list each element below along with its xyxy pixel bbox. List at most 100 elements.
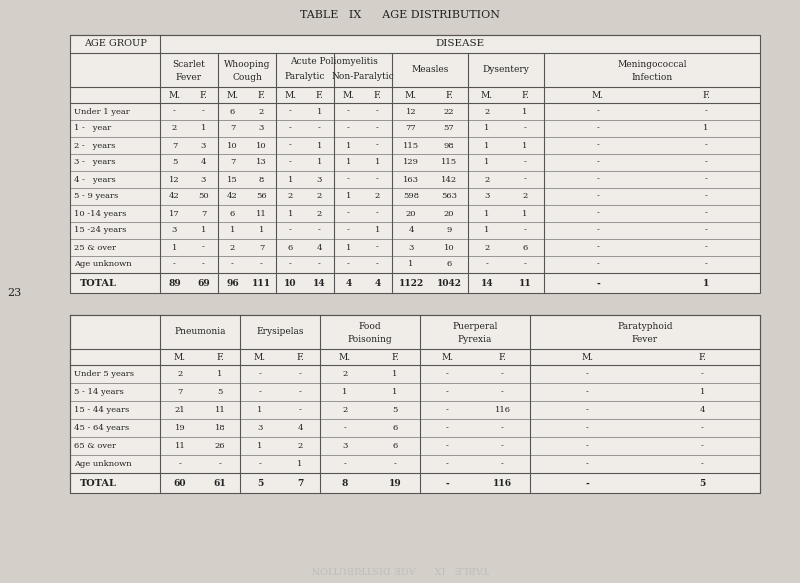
- Text: 57: 57: [444, 125, 454, 132]
- Text: Under 5 years: Under 5 years: [74, 370, 134, 378]
- Text: 96: 96: [226, 279, 239, 287]
- Text: -: -: [523, 175, 526, 184]
- Text: 1: 1: [258, 406, 262, 414]
- Text: DISEASE: DISEASE: [435, 40, 485, 48]
- Text: 1: 1: [703, 125, 709, 132]
- Text: -: -: [446, 388, 449, 396]
- Text: 2: 2: [172, 125, 177, 132]
- Text: -: -: [376, 209, 379, 217]
- Text: 116: 116: [493, 479, 512, 487]
- Text: -: -: [173, 107, 176, 115]
- Text: -: -: [446, 370, 449, 378]
- Text: -: -: [347, 261, 350, 269]
- Text: 2: 2: [230, 244, 235, 251]
- Text: M.: M.: [226, 90, 238, 100]
- Text: M.: M.: [169, 90, 181, 100]
- Text: 2: 2: [317, 209, 322, 217]
- Text: 1: 1: [346, 142, 351, 149]
- Text: -: -: [596, 279, 600, 287]
- Text: 18: 18: [214, 424, 226, 432]
- Text: -: -: [218, 460, 222, 468]
- Text: Age unknown: Age unknown: [74, 460, 132, 468]
- Text: -: -: [586, 388, 589, 396]
- Text: 5: 5: [257, 479, 263, 487]
- Text: F.: F.: [374, 90, 382, 100]
- Text: Cough: Cough: [232, 73, 262, 82]
- Text: -: -: [298, 406, 302, 414]
- Text: 4 -   years: 4 - years: [74, 175, 116, 184]
- Text: 8: 8: [342, 479, 348, 487]
- Text: 69: 69: [197, 279, 210, 287]
- Text: -: -: [701, 370, 704, 378]
- Text: -: -: [347, 175, 350, 184]
- Text: -: -: [523, 261, 526, 269]
- Text: -: -: [446, 460, 449, 468]
- Text: -: -: [586, 370, 589, 378]
- Text: -: -: [258, 370, 262, 378]
- Text: -: -: [289, 159, 292, 167]
- Text: 1: 1: [484, 159, 490, 167]
- Text: 8: 8: [259, 175, 264, 184]
- Text: -: -: [705, 209, 707, 217]
- Text: 4: 4: [298, 424, 302, 432]
- Text: 6: 6: [522, 244, 528, 251]
- Text: -: -: [289, 107, 292, 115]
- Text: -: -: [597, 192, 599, 201]
- Text: -: -: [705, 261, 707, 269]
- Text: 1: 1: [317, 159, 322, 167]
- Text: -: -: [501, 442, 504, 450]
- Text: Erysipelas: Erysipelas: [256, 328, 304, 336]
- Text: -: -: [289, 227, 292, 234]
- Text: 21: 21: [174, 406, 186, 414]
- Text: -: -: [376, 244, 379, 251]
- Text: 42: 42: [169, 192, 180, 201]
- Text: 2: 2: [259, 107, 264, 115]
- Text: 163: 163: [403, 175, 419, 184]
- Text: 1: 1: [484, 142, 490, 149]
- Text: -: -: [202, 261, 205, 269]
- Text: 1: 1: [392, 388, 398, 396]
- Text: 20: 20: [444, 209, 454, 217]
- Text: 6: 6: [230, 107, 235, 115]
- Text: 3: 3: [259, 125, 264, 132]
- Text: 2: 2: [288, 192, 293, 201]
- Text: 142: 142: [441, 175, 457, 184]
- Text: 13: 13: [256, 159, 267, 167]
- Text: -: -: [258, 388, 262, 396]
- Text: 22: 22: [444, 107, 454, 115]
- Text: 2: 2: [375, 192, 380, 201]
- Text: 4: 4: [346, 279, 352, 287]
- Text: -: -: [289, 125, 292, 132]
- Text: 116: 116: [494, 406, 510, 414]
- Text: -: -: [446, 424, 449, 432]
- Text: 1122: 1122: [398, 279, 424, 287]
- Text: -: -: [394, 460, 397, 468]
- Text: -: -: [376, 175, 379, 184]
- Text: TABLE   IX      AGE DISTRIBUTION: TABLE IX AGE DISTRIBUTION: [300, 10, 500, 20]
- Text: -: -: [501, 460, 504, 468]
- Text: -: -: [501, 424, 504, 432]
- Text: 10: 10: [444, 244, 454, 251]
- Text: 5 - 9 years: 5 - 9 years: [74, 192, 118, 201]
- Text: 4: 4: [317, 244, 322, 251]
- Text: M.: M.: [285, 90, 297, 100]
- Text: F.: F.: [315, 90, 323, 100]
- Text: 3 -   years: 3 - years: [74, 159, 115, 167]
- Text: -: -: [705, 159, 707, 167]
- Text: AGE GROUP: AGE GROUP: [83, 40, 146, 48]
- Text: 15 -24 years: 15 -24 years: [74, 227, 126, 234]
- Text: -: -: [231, 261, 234, 269]
- Text: 1: 1: [218, 370, 222, 378]
- Text: -: -: [597, 142, 599, 149]
- Text: -: -: [343, 460, 346, 468]
- Text: -: -: [586, 424, 589, 432]
- Text: M.: M.: [442, 353, 454, 361]
- Text: 5: 5: [172, 159, 177, 167]
- Text: 11: 11: [256, 209, 267, 217]
- Text: 2: 2: [484, 175, 490, 184]
- Text: 7: 7: [297, 479, 303, 487]
- Text: 2: 2: [342, 406, 348, 414]
- Text: 20: 20: [406, 209, 416, 217]
- Text: Infection: Infection: [631, 73, 673, 82]
- Text: -: -: [289, 142, 292, 149]
